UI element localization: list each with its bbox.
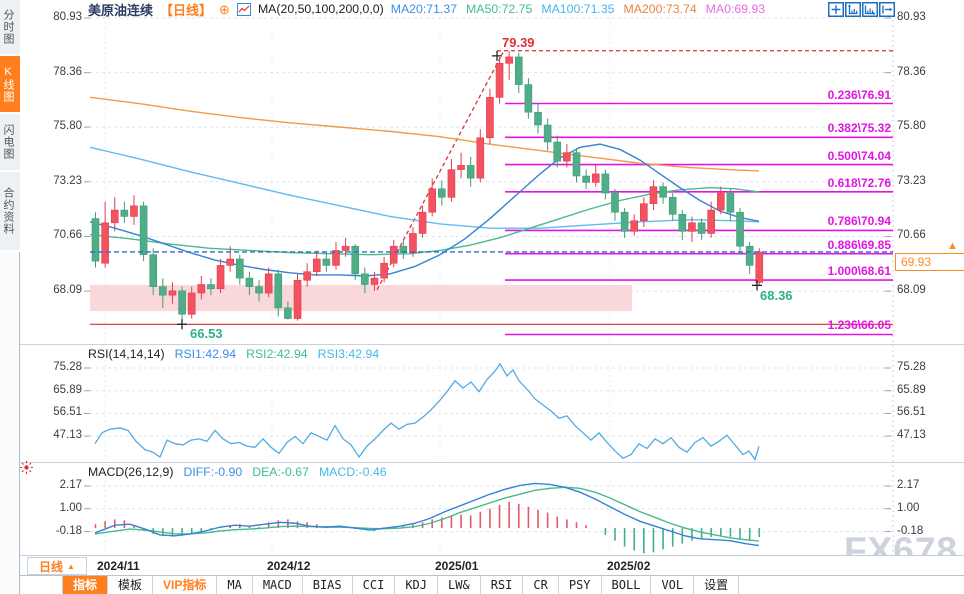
- mini-chart-icon[interactable]: [236, 2, 251, 16]
- bottom-tab-boll[interactable]: BOLL: [602, 576, 652, 594]
- axis-scale-up-icon[interactable]: [845, 2, 861, 17]
- bottom-tab-template[interactable]: 模板: [108, 576, 154, 594]
- circle-plus-icon[interactable]: ⊕: [219, 1, 230, 17]
- dea-line: [94, 486, 760, 542]
- period-dropdown-button[interactable]: 日线 ▲: [27, 557, 87, 575]
- bottom-tab-vol[interactable]: VOL: [651, 576, 695, 594]
- sun-icon[interactable]: [19, 460, 34, 475]
- macd-legend-value: MACD:-0.46: [318, 465, 387, 479]
- sidebar-tab-time-chart[interactable]: 分时图: [0, 0, 20, 56]
- period-button-label: 日线: [39, 559, 64, 574]
- rsi-legend: RSI1:42.94 RSI2:42.94 RSI3:42.94: [175, 347, 380, 361]
- bottom-tab-settings[interactable]: 设置: [694, 576, 740, 594]
- macd-legend-value: DEA:-0.67: [252, 465, 309, 479]
- ma-legend-value: MA200:73.74: [623, 2, 697, 16]
- chart-toolbar: [828, 2, 895, 17]
- ma200-line: [89, 96, 760, 172]
- sidebar: 分时图 K线图 闪电图 合约资料: [0, 0, 20, 594]
- sidebar-tab-kline-chart[interactable]: K线图: [0, 56, 20, 114]
- rsi-legend-value: RSI1:42.94: [174, 347, 237, 361]
- bottom-tab-rsi[interactable]: RSI: [481, 576, 524, 594]
- bottom-tab-cci[interactable]: CCI: [353, 576, 396, 594]
- macd-title: MACD(26,12,9): [88, 465, 174, 479]
- x-axis-month-label: 2025/01: [435, 559, 479, 573]
- chevron-up-icon: ▲: [67, 561, 75, 571]
- macd-legend-value: DIFF:-0.90: [183, 465, 243, 479]
- bottom-tab-lw[interactable]: LW&: [438, 576, 481, 594]
- bottom-tab-ma[interactable]: MA: [217, 576, 253, 594]
- sidebar-tab-contract-info[interactable]: 合约资料: [0, 172, 20, 252]
- rsi-header: RSI(14,14,14) RSI1:42.94 RSI2:42.94 RSI3:4…: [88, 347, 379, 361]
- axis-scale-right-icon[interactable]: [862, 2, 878, 17]
- ma-lines-layer: [89, 96, 760, 277]
- ma-legend-value: MA0:69.93: [705, 2, 766, 16]
- rsi-line: [94, 362, 760, 461]
- support-price-label: 66.53: [190, 326, 223, 341]
- ma20-line: [89, 143, 760, 277]
- panel-separator: [20, 344, 964, 345]
- bottom-tab-cr[interactable]: CR: [523, 576, 559, 594]
- macd-legend: DIFF:-0.90 DEA:-0.67 MACD:-0.46: [183, 465, 386, 479]
- ma50-line: [89, 187, 760, 256]
- sidebar-tab-lightning-chart[interactable]: 闪电图: [0, 114, 20, 172]
- symbol-name: 美原油连续: [88, 2, 154, 18]
- period-label: 【日线】: [160, 2, 213, 18]
- ma-legend-value: MA20:71.37: [390, 2, 458, 16]
- rsi-legend-value: RSI2:42.94: [246, 347, 308, 361]
- tab-bar-spacer: [20, 576, 63, 594]
- indicator-tab-bar: 指标 模板 VIP指标 MA MACD BIAS CCI KDJ LW& RSI CR PSY BOLL…: [20, 575, 964, 594]
- panel-separator: [20, 462, 964, 463]
- bottom-tab-psy[interactable]: PSY: [559, 576, 602, 594]
- x-axis-month-label: 2024/12: [267, 559, 311, 573]
- crosshair-tool-icon[interactable]: [828, 2, 844, 17]
- bottom-tab-kdj[interactable]: KDJ: [395, 576, 439, 594]
- diff-line: [94, 482, 760, 547]
- ma-legend-value: MA50:72.75: [466, 2, 533, 16]
- recent-low-label: 68.36: [760, 288, 793, 303]
- goto-latest-icon[interactable]: [879, 2, 895, 17]
- ma-legend: MA20:71.37 MA50:72.75 MA100:71.35 MA200:73.…: [391, 2, 765, 16]
- price-up-arrow-icon: ▲: [947, 240, 958, 252]
- ma-legend-value: MA100:71.35: [541, 2, 615, 16]
- current-price-box: 69.93: [895, 253, 964, 271]
- bottom-tab-indicator[interactable]: 指标: [63, 576, 109, 594]
- rsi-title: RSI(14,14,14): [88, 347, 165, 361]
- x-axis-month-label: 2025/02: [607, 559, 651, 573]
- bottom-tab-vip-indicator[interactable]: VIP指标: [153, 576, 218, 594]
- macd-header: MACD(26,12,9) DIFF:-0.90 DEA:-0.67 MACD:-0…: [88, 465, 387, 479]
- bottom-tab-bias[interactable]: BIAS: [303, 576, 353, 594]
- peak-price-label: 79.39: [502, 35, 535, 50]
- ma100-line: [89, 146, 760, 229]
- x-axis-month-label: 2024/11: [97, 559, 140, 573]
- candles-layer: [91, 50, 764, 325]
- bottom-tab-macd[interactable]: MACD: [253, 576, 303, 594]
- main-chart-header: 美原油连续 【日线】 ⊕ MA(20,50,100,200,0,0) MA20:…: [88, 1, 765, 18]
- timeline-row: 日线 ▲ 2024/11 2024/12 2025/01 2025/02: [20, 555, 964, 576]
- rsi-legend-value: RSI3:42.94: [317, 347, 380, 361]
- ma-formula: MA(20,50,100,200,0,0): [257, 2, 384, 16]
